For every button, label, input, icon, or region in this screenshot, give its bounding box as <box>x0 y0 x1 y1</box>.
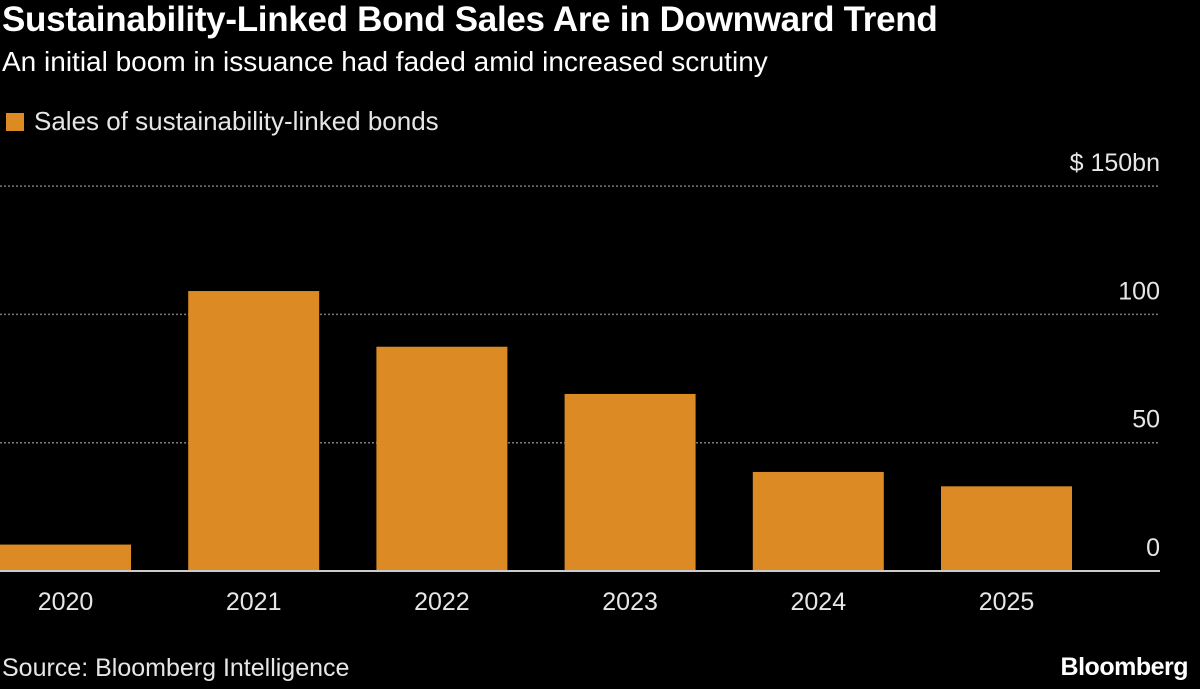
x-tick-label: 2024 <box>790 588 846 616</box>
bar-2025 <box>941 486 1072 571</box>
legend-label: Sales of sustainability-linked bonds <box>34 106 439 136</box>
bar-2024 <box>752 471 884 571</box>
bar-2021 <box>188 291 320 571</box>
y-tick-label: 0 <box>1146 534 1160 562</box>
x-tick-label: 2022 <box>414 588 470 616</box>
bar-2022 <box>376 346 508 571</box>
chart-subtitle: An initial boom in issuance had faded am… <box>2 46 768 77</box>
bar-2020 <box>0 544 131 571</box>
y-tick-label: 100 <box>1118 277 1160 305</box>
legend-swatch <box>6 112 24 131</box>
bloomberg-logo: Bloomberg <box>1060 653 1189 681</box>
chart-title: Sustainability-Linked Bond Sales Are in … <box>2 0 938 39</box>
x-tick-label: 2021 <box>226 588 282 616</box>
y-tick-label: $ 150bn <box>1070 149 1160 177</box>
source-note: Source: Bloomberg Intelligence <box>2 654 350 682</box>
legend: Sales of sustainability-linked bonds <box>6 106 439 137</box>
x-tick-label: 2023 <box>602 588 658 616</box>
bar-2023 <box>564 393 696 571</box>
x-tick-label: 2025 <box>979 588 1035 616</box>
y-tick-label: 50 <box>1132 406 1160 434</box>
x-tick-label: 2020 <box>38 588 94 616</box>
